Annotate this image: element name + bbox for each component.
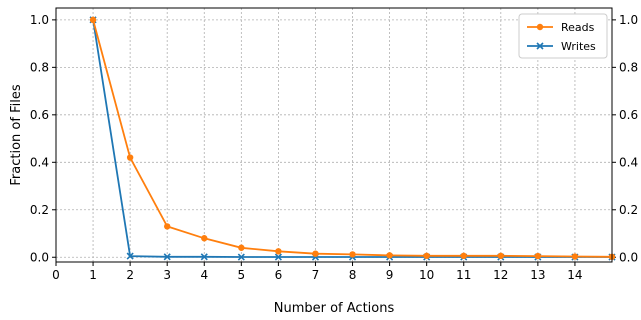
x-tick-label: 0: [52, 268, 60, 282]
legend-swatch-writes-marker: [536, 42, 544, 50]
data-point-reads: [571, 253, 579, 260]
x-tick-label: 4: [200, 268, 208, 282]
legend: Reads Writes: [518, 13, 608, 59]
data-point-reads: [460, 252, 467, 260]
x-tick-label: 9: [386, 268, 394, 282]
data-point-reads: [386, 252, 393, 259]
y-right-tick-label: 0.0: [619, 250, 638, 264]
x-tick-label: 12: [493, 268, 508, 282]
x-tick-label: 3: [163, 268, 171, 282]
axis-ticks: 0 1 2 3 4 5 6 7 8 9 10 11 12 13 140.0 0.00.2 0.20.4 0.40.…: [30, 13, 638, 282]
data-point-reads: [238, 244, 245, 251]
data-point-writes: [200, 253, 208, 261]
data-point-reads: [497, 252, 504, 260]
y-tick-label: 0.8: [30, 60, 49, 74]
data-point-writes: [163, 253, 171, 261]
y-right-tick-label: 0.4: [619, 155, 638, 169]
y-axis-label: Fraction of Files: [9, 84, 24, 185]
data-point-reads: [126, 154, 134, 161]
y-right-tick-label: 0.6: [619, 108, 638, 122]
plot-frame: [55, 7, 613, 263]
data-point-writes: [274, 253, 282, 261]
data-point-reads: [164, 223, 171, 230]
x-tick-label: 7: [312, 268, 320, 282]
y-tick-label: 0.4: [30, 155, 49, 169]
data-point-reads: [275, 248, 282, 255]
data-point-reads: [349, 251, 356, 258]
y-right-tick-label: 0.8: [619, 60, 638, 74]
y-tick-label: 0.6: [30, 108, 49, 122]
data-point-writes: [126, 252, 134, 260]
legend-item-reads: Reads: [527, 21, 595, 34]
x-axis-label: Number of Actions: [274, 301, 395, 316]
data-point-reads: [534, 252, 542, 260]
legend-label-reads: Reads: [561, 21, 595, 34]
x-tick-label: 14: [567, 268, 582, 282]
data-point-writes: [237, 253, 245, 261]
x-tick-label: 10: [419, 268, 434, 282]
y-tick-label: 0.2: [30, 203, 49, 217]
legend-label-writes: Writes: [561, 40, 596, 53]
x-tick-label: 2: [126, 268, 134, 282]
data-point-reads: [423, 252, 430, 260]
y-right-tick-label: 0.2: [619, 203, 638, 217]
data-point-reads: [312, 250, 319, 257]
x-tick-label: 5: [238, 268, 246, 282]
data-point-reads: [201, 235, 208, 242]
x-tick-label: 6: [275, 268, 283, 282]
x-tick-label: 8: [349, 268, 357, 282]
legend-item-writes: Writes: [527, 40, 596, 53]
data-point-reads: [89, 16, 97, 24]
series-group: [89, 16, 616, 261]
y-tick-label: 1.0: [30, 13, 49, 27]
x-tick-label: 1: [89, 268, 97, 282]
y-tick-label: 0.0: [30, 250, 49, 264]
legend-swatch-reads-marker: [536, 23, 544, 31]
x-tick-label: 11: [456, 268, 471, 282]
y-right-tick-label: 1.0: [619, 13, 638, 27]
x-tick-label: 13: [530, 268, 545, 282]
